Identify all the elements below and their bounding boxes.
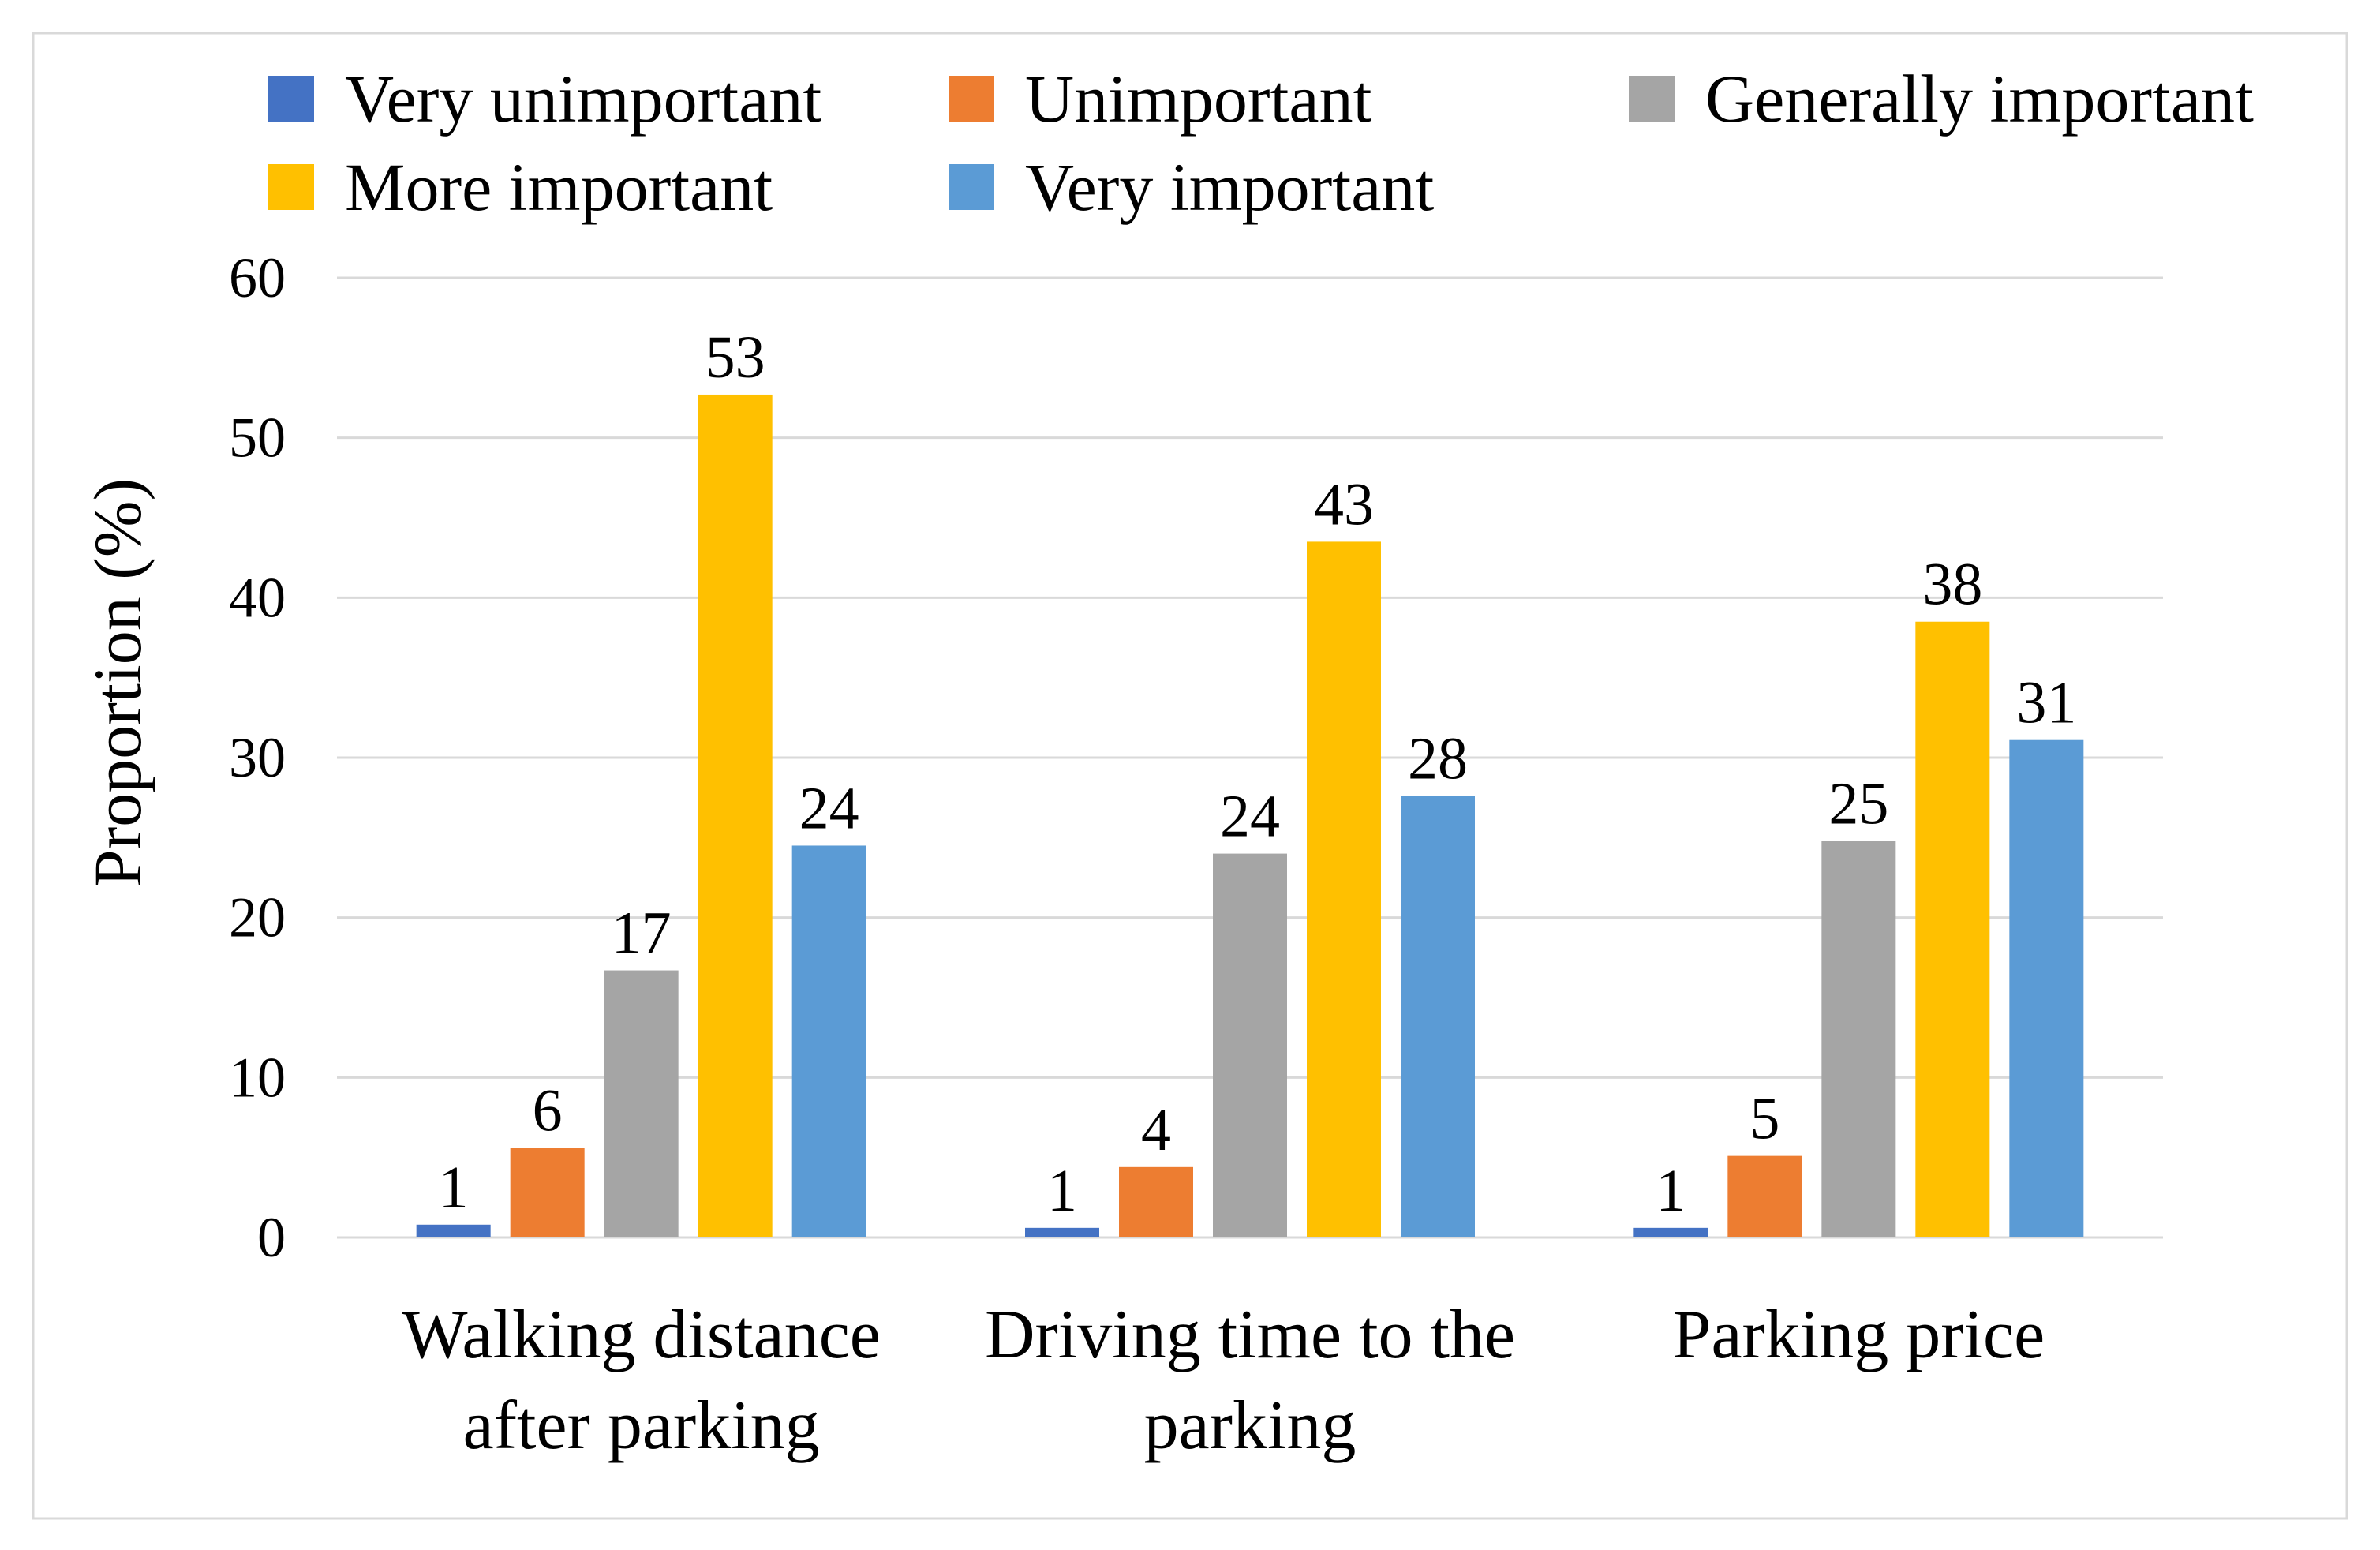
bar [2009,739,2084,1237]
legend-item: Very important [949,149,1434,225]
legend-label: Generally important [1705,61,2254,137]
chart-border [32,32,2348,1520]
y-tick-label: 0 [257,1206,286,1269]
y-tick-label: 50 [229,406,286,470]
data-label: 1 [1047,1158,1077,1224]
bar [1119,1166,1193,1237]
x-category-label: Driving time to the [985,1297,1515,1373]
data-label: 24 [1220,784,1280,850]
y-tick-label: 40 [229,566,286,629]
y-tick-label: 10 [229,1046,286,1109]
legend-item: Generally important [1629,61,2254,137]
legend-label: Very important [1025,149,1434,225]
legend-swatch [949,76,994,122]
legend-item: More important [268,149,773,225]
data-label: 53 [705,324,765,391]
y-axis-title: Proportion (%) [80,478,155,887]
bar [604,970,679,1237]
x-category-label: Walking distance [402,1297,881,1373]
data-label: 31 [2016,670,2076,736]
legend-swatch [268,76,314,122]
data-label: 24 [799,775,859,841]
x-category-label: parking [1144,1387,1357,1464]
legend-label: Very unimportant [345,61,821,137]
legend-swatch [268,164,314,210]
bar [416,1224,491,1237]
bar [1915,621,1990,1237]
data-label: 17 [612,900,672,967]
legend-swatch [1629,76,1675,122]
bar [1307,541,1381,1237]
legend-label: More important [345,149,773,225]
data-label: 4 [1141,1097,1171,1163]
bar [1633,1227,1708,1237]
bar [698,394,773,1237]
bar [1401,796,1475,1237]
legend-label: Unimportant [1025,61,1372,137]
bar [1025,1227,1099,1237]
data-label: 38 [1922,552,1982,618]
data-label: 43 [1314,471,1374,537]
x-category-label: after parking [463,1387,820,1464]
data-label: 1 [1656,1158,1686,1224]
bar [510,1148,585,1237]
bar [791,845,866,1237]
legend-item: Unimportant [949,61,1372,137]
bar [1821,841,1896,1237]
x-category-label: Parking price [1673,1297,2045,1373]
y-tick-label: 30 [229,726,286,789]
bar [1213,853,1287,1237]
data-label: 6 [533,1078,563,1144]
data-label: 5 [1749,1086,1779,1152]
data-label: 28 [1408,726,1468,792]
y-tick-label: 60 [229,246,286,309]
y-tick-label: 20 [229,886,286,949]
data-label: 1 [439,1155,469,1221]
data-label: 25 [1828,770,1888,837]
legend-item: Very unimportant [268,61,821,137]
bar [1727,1155,1802,1237]
legend-swatch [949,164,994,210]
